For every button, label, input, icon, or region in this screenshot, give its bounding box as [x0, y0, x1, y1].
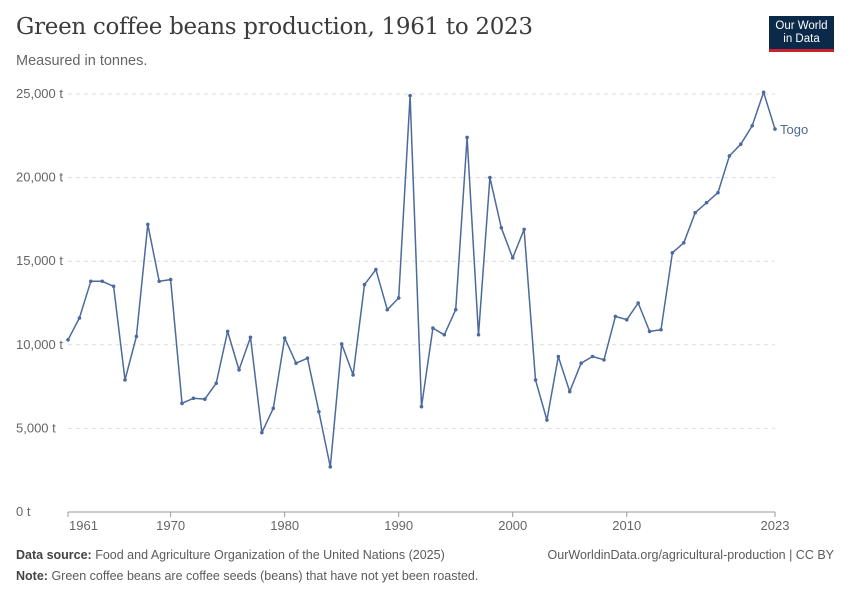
data-point[interactable]	[146, 222, 150, 227]
x-tick-label: 2000	[498, 518, 527, 533]
data-point[interactable]	[693, 210, 697, 215]
data-point[interactable]	[203, 397, 207, 401]
data-point[interactable]	[77, 316, 82, 320]
data-point[interactable]	[225, 329, 230, 334]
data-point[interactable]	[567, 389, 572, 394]
y-tick-label: 5,000 t	[16, 420, 56, 435]
x-tick-label: 1961	[69, 518, 98, 533]
data-point[interactable]	[408, 93, 412, 98]
data-point[interactable]	[294, 361, 298, 365]
x-tick-label: 2010	[612, 518, 641, 533]
owid-logo[interactable]: Our World in Data	[769, 16, 834, 52]
data-point[interactable]	[214, 381, 219, 386]
data-point[interactable]	[453, 307, 458, 312]
data-point[interactable]	[488, 175, 492, 180]
data-point[interactable]	[271, 406, 276, 411]
data-point[interactable]	[556, 354, 561, 359]
chart-subtitle: Measured in tonnes.	[16, 53, 148, 69]
data-point[interactable]	[499, 225, 504, 230]
data-source-text: Food and Agriculture Organization of the…	[95, 548, 445, 562]
data-point[interactable]	[385, 307, 390, 312]
data-point[interactable]	[282, 336, 287, 340]
x-tick-label: 1970	[156, 518, 185, 533]
data-point[interactable]	[510, 256, 515, 260]
data-point[interactable]	[636, 301, 640, 305]
data-point[interactable]	[681, 241, 686, 245]
data-point[interactable]	[750, 123, 754, 128]
data-source: Data source: Food and Agriculture Organi…	[16, 548, 445, 562]
data-point[interactable]	[168, 277, 173, 282]
data-point[interactable]	[545, 418, 549, 422]
source-url-link[interactable]: OurWorldinData.org/agricultural-producti…	[547, 548, 834, 562]
note-label: Note:	[16, 569, 48, 583]
data-point[interactable]	[317, 409, 321, 414]
data-point[interactable]	[727, 154, 732, 158]
chart-title: Green coffee beans production, 1961 to 2…	[16, 14, 533, 40]
y-tick-label: 20,000 t	[16, 170, 63, 185]
note-text: Green coffee beans are coffee seeds (bea…	[51, 569, 479, 583]
data-point[interactable]	[761, 90, 766, 95]
data-point[interactable]	[476, 332, 481, 337]
data-point[interactable]	[579, 361, 583, 365]
data-point[interactable]	[66, 337, 70, 342]
x-tick-label: 2023	[761, 518, 790, 533]
data-point[interactable]	[465, 135, 469, 140]
series-line-togo[interactable]	[67, 91, 776, 468]
data-point[interactable]	[419, 404, 424, 409]
data-point[interactable]	[659, 327, 663, 332]
y-tick-label: 15,000 t	[16, 253, 63, 268]
data-point[interactable]	[602, 358, 606, 362]
data-point[interactable]	[374, 267, 378, 272]
data-point[interactable]	[704, 200, 709, 205]
data-point[interactable]	[260, 430, 264, 435]
data-point[interactable]	[442, 332, 447, 337]
data-point[interactable]	[191, 396, 196, 401]
data-point[interactable]	[237, 368, 241, 372]
y-tick-label: 25,000 t	[16, 86, 63, 101]
y-tick-label: 0 t	[16, 504, 31, 519]
data-point[interactable]	[647, 329, 652, 334]
data-point[interactable]	[396, 296, 401, 300]
data-point[interactable]	[134, 334, 139, 339]
x-tick-label: 1990	[384, 518, 413, 533]
data-point[interactable]	[533, 378, 538, 382]
data-point[interactable]	[339, 342, 344, 346]
y-tick-label: 10,000 t	[16, 337, 63, 352]
logo-line-2: in Data	[783, 33, 820, 45]
data-point[interactable]	[738, 142, 743, 146]
data-point[interactable]	[89, 279, 93, 284]
data-point[interactable]	[100, 279, 105, 284]
data-point[interactable]	[123, 378, 127, 382]
data-point[interactable]	[670, 251, 675, 255]
data-point[interactable]	[157, 279, 162, 284]
data-point[interactable]	[522, 227, 526, 232]
data-point[interactable]	[773, 127, 777, 131]
data-point[interactable]	[613, 314, 618, 319]
chart-note: Note: Green coffee beans are coffee seed…	[16, 569, 478, 583]
data-point[interactable]	[624, 317, 629, 322]
x-tick-label: 1980	[270, 518, 299, 533]
data-point[interactable]	[362, 282, 367, 287]
data-point[interactable]	[328, 465, 333, 469]
data-point[interactable]	[716, 190, 720, 195]
data-point[interactable]	[305, 356, 310, 360]
logo-line-1: Our World	[775, 20, 828, 32]
data-point[interactable]	[180, 401, 184, 406]
data-point[interactable]	[590, 354, 595, 359]
data-source-label: Data source:	[16, 548, 92, 562]
data-point[interactable]	[431, 326, 435, 330]
data-point[interactable]	[111, 284, 116, 289]
data-point[interactable]	[248, 335, 253, 340]
data-point[interactable]	[351, 373, 355, 377]
line-chart: 0 t 5,000 t 10,000 t 15,000 t 20,000 t 25,000…	[16, 86, 808, 533]
series-label-togo[interactable]: Togo	[780, 122, 808, 137]
